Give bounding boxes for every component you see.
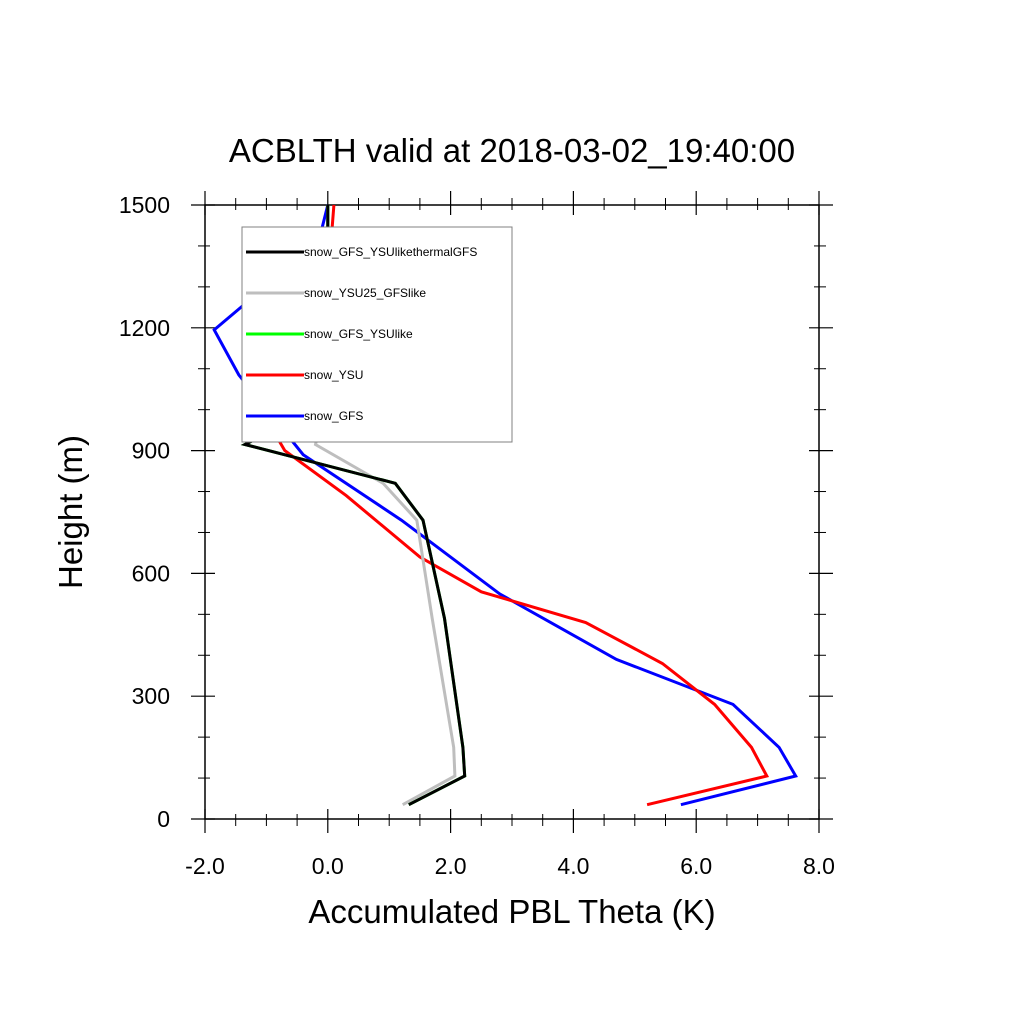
y-tick-label: 600	[132, 560, 170, 586]
series-line-snow_GFS	[212, 204, 798, 807]
y-tick-label: 1200	[119, 315, 170, 341]
legend: snow_GFS_YSUlikethermalGFS snow_YSU25_GFS…	[241, 226, 513, 443]
x-tick-label: 0.0	[312, 853, 344, 879]
x-tick-label: 8.0	[803, 853, 835, 879]
y-tick-label: 300	[132, 683, 170, 709]
y-axis-label: Height (m)	[52, 435, 89, 589]
chart-title: ACBLTH valid at 2018-03-02_19:40:00	[229, 132, 795, 169]
y-tick-label: 0	[157, 806, 170, 832]
x-tick-label: 2.0	[435, 853, 467, 879]
x-tick-label: 4.0	[557, 853, 589, 879]
y-tick-label: 1500	[119, 192, 170, 218]
legend-label: snow_YSU25_GFSlike	[304, 286, 426, 300]
x-axis-label: Accumulated PBL Theta (K)	[308, 893, 715, 930]
legend-label: snow_GFS	[304, 409, 363, 423]
x-tick-label: -2.0	[185, 853, 225, 879]
tick-labels: -2.0 0.0 2.0 4.0 6.0 8.0 0 300 600 900 1200 1500	[119, 192, 835, 879]
legend-label: snow_GFS_YSUlike	[304, 327, 413, 341]
legend-label: snow_YSU	[304, 368, 363, 382]
legend-label: snow_GFS_YSUlikethermalGFS	[304, 245, 477, 259]
y-tick-label: 900	[132, 438, 170, 464]
x-tick-label: 6.0	[680, 853, 712, 879]
